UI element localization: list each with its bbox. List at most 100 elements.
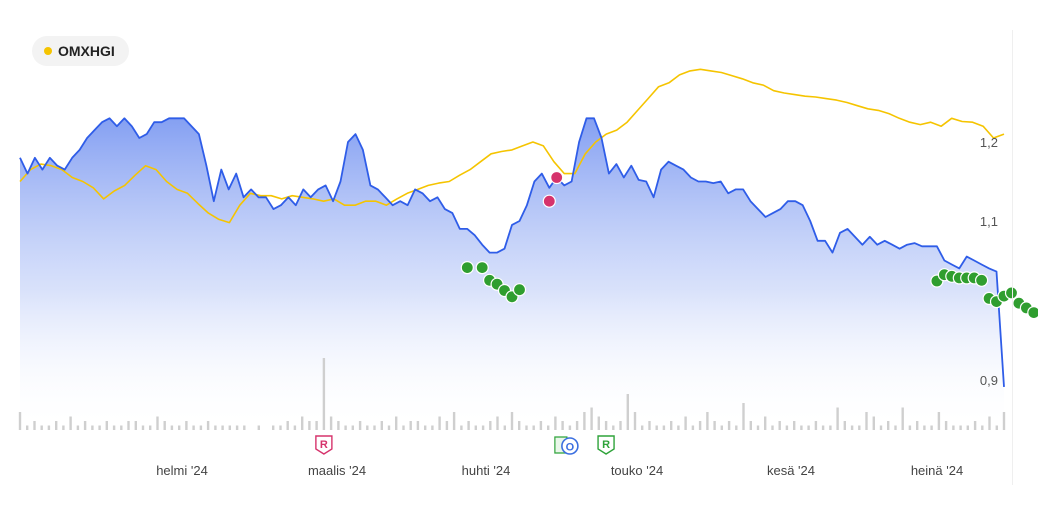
volume-bar xyxy=(604,421,608,430)
x-tick-label: helmi '24 xyxy=(156,463,208,478)
volume-bar xyxy=(727,421,731,430)
volume-bar xyxy=(901,407,904,430)
volume-bar xyxy=(937,412,941,430)
volume-bar xyxy=(467,421,470,430)
volume-bar xyxy=(18,412,22,430)
volume-bar xyxy=(91,425,94,430)
volume-bar xyxy=(843,421,846,430)
volume-bar xyxy=(387,425,391,430)
volume-bar xyxy=(445,421,449,430)
volume-bar xyxy=(836,407,839,430)
volume-bar xyxy=(235,425,239,430)
volume-bar xyxy=(865,412,868,430)
volume-bar xyxy=(134,421,137,430)
volume-bar xyxy=(366,425,369,430)
volume-bar xyxy=(178,425,181,430)
volume-bar xyxy=(800,425,803,430)
event-badge-circle xyxy=(561,437,579,455)
stock-line xyxy=(19,117,1005,387)
event-badge-shape xyxy=(597,435,615,455)
volume-bar xyxy=(525,425,528,430)
volume-bar xyxy=(199,425,203,430)
volume-bar xyxy=(83,421,87,430)
event-badge-r[interactable]: R xyxy=(315,435,333,455)
volume-bar xyxy=(452,412,456,430)
volume-bar xyxy=(981,425,984,430)
trade-marker-green xyxy=(1004,286,1019,300)
legend-dot xyxy=(44,47,52,55)
volume-bar xyxy=(749,421,752,430)
volume-bar xyxy=(40,425,43,430)
volume-bar xyxy=(583,412,586,430)
volume-bar xyxy=(337,421,340,430)
volume-bar xyxy=(771,425,774,430)
volume-bar xyxy=(568,425,572,430)
trade-marker-green xyxy=(475,261,489,275)
volume-bar xyxy=(785,425,789,430)
x-tick-label: maalis '24 xyxy=(308,463,366,478)
volume-bar xyxy=(55,421,58,430)
volume-bar xyxy=(47,425,51,430)
volume-bar xyxy=(243,425,246,430)
volume-bar xyxy=(221,425,224,430)
volume-bar xyxy=(959,425,962,430)
volume-bar xyxy=(26,425,29,430)
volume-bar xyxy=(214,425,217,430)
volume-bar xyxy=(720,425,723,430)
volume-bar xyxy=(677,425,680,430)
volume-bar xyxy=(149,425,152,430)
volume-bar xyxy=(460,425,463,430)
volume-bar xyxy=(561,421,564,430)
volume-bar xyxy=(481,425,485,430)
event-badge-o[interactable]: O xyxy=(554,436,579,455)
volume-bar xyxy=(916,421,919,430)
volume-bar xyxy=(185,421,188,430)
event-badge-label: R xyxy=(602,439,610,451)
trade-marker-green xyxy=(460,261,474,275)
volume-bar xyxy=(438,416,441,430)
volume-bar xyxy=(293,425,297,430)
volume-bar xyxy=(670,421,673,430)
volume-bar xyxy=(69,416,72,430)
volume-bar xyxy=(503,425,506,430)
volume-bar xyxy=(612,425,615,430)
volume-bar xyxy=(735,425,738,430)
volume-bar xyxy=(170,425,174,430)
volume-bar xyxy=(807,425,810,430)
volume-bar xyxy=(684,416,687,430)
volume-bar xyxy=(351,425,354,430)
volume-bar xyxy=(510,412,514,430)
volume-bar xyxy=(872,416,875,430)
volume-bar xyxy=(532,425,535,430)
x-tick-label: kesä '24 xyxy=(767,463,815,478)
volume-bar xyxy=(894,425,897,430)
volume-bar xyxy=(272,425,275,430)
volume-bar xyxy=(431,425,434,430)
y-tick-label: 1,2 xyxy=(980,135,998,150)
volume-bar xyxy=(756,425,760,430)
x-tick-label: huhti '24 xyxy=(462,463,511,478)
volume-bar xyxy=(416,421,420,430)
legend-chip-omxhgi[interactable]: OMXHGI xyxy=(32,36,129,66)
volume-bar xyxy=(655,425,658,430)
volume-bar xyxy=(995,425,998,430)
volume-bar xyxy=(76,425,80,430)
volume-bar xyxy=(112,425,116,430)
trade-marker-green xyxy=(1027,306,1038,320)
volume-bar xyxy=(966,425,969,430)
volume-bar xyxy=(575,421,579,430)
volume-bar xyxy=(518,421,521,430)
trade-marker-red xyxy=(542,194,556,208)
volume-bar xyxy=(33,421,36,430)
volume-bar xyxy=(141,425,145,430)
volume-bar xyxy=(322,358,326,430)
volume-bar xyxy=(373,425,376,430)
event-badge-r[interactable]: R xyxy=(597,435,615,455)
volume-bar xyxy=(691,425,695,430)
volume-bar xyxy=(633,412,637,430)
volume-bar xyxy=(409,421,412,430)
volume-bar xyxy=(590,407,593,430)
volume-bar xyxy=(547,425,550,430)
